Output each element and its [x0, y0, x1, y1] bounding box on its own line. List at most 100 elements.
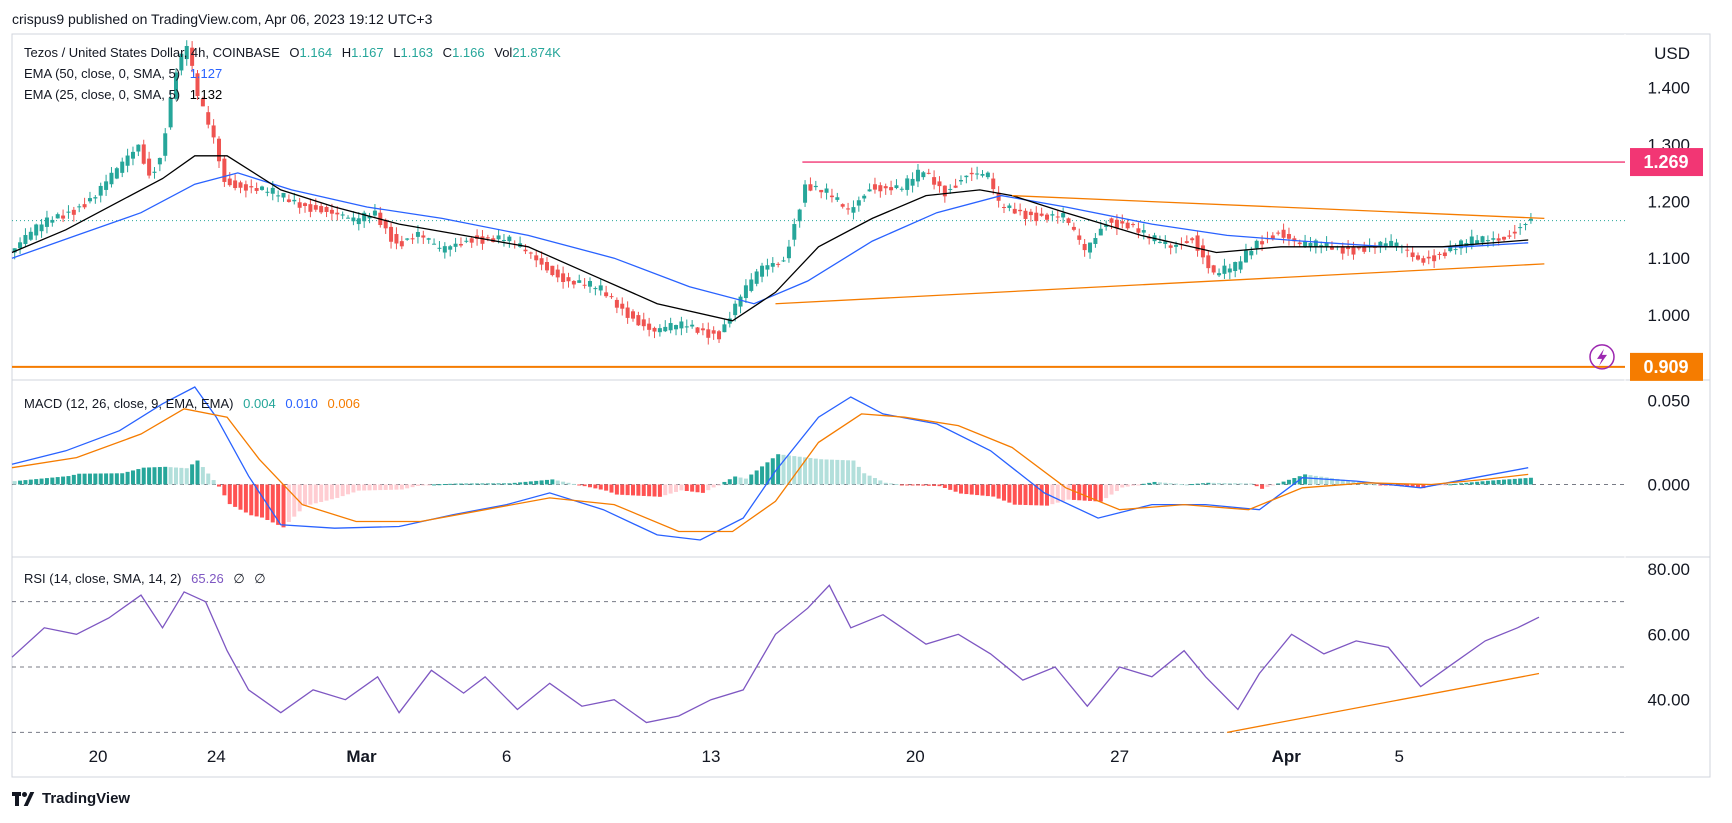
macd-histogram-bar: [104, 473, 109, 485]
macd-histogram-bar: [1469, 482, 1474, 485]
candle-body: [1007, 205, 1012, 208]
time-tick-label: 6: [502, 747, 511, 766]
macd-histogram-bar: [1243, 483, 1248, 485]
macd-histogram-bar: [803, 457, 808, 485]
macd-histogram-bar: [587, 484, 592, 488]
candle-body: [1260, 241, 1265, 245]
macd-histogram-bar: [335, 484, 340, 498]
macd-histogram-bar: [173, 467, 178, 485]
candle-body: [260, 186, 265, 190]
macd-histogram-bar: [1281, 481, 1286, 485]
macd-histogram-bar: [856, 466, 861, 485]
candle-body: [410, 238, 415, 240]
candle-body: [749, 279, 754, 291]
candle-body: [1163, 241, 1168, 244]
macd-histogram-bar: [1136, 484, 1141, 486]
macd-histogram-bar: [432, 484, 437, 486]
macd-histogram-bar: [1448, 484, 1453, 486]
tradingview-logo[interactable]: TradingView: [12, 790, 130, 807]
candle-body: [448, 246, 453, 250]
macd-histogram-bar: [829, 459, 834, 485]
macd-histogram-bar: [641, 484, 646, 496]
macd-histogram-bar: [1260, 484, 1265, 489]
candle-body: [571, 280, 576, 285]
macd-histogram-bar: [1088, 484, 1093, 501]
macd-histogram-bar: [571, 483, 576, 485]
candle-body: [335, 212, 340, 215]
macd-histogram-bar: [329, 484, 334, 500]
candle-body: [1190, 238, 1195, 241]
macd-histogram-bar: [394, 484, 399, 490]
macd-histogram-bar: [1152, 481, 1157, 485]
price-pane[interactable]: [11, 40, 1625, 368]
candle-body: [372, 210, 377, 216]
candle-body: [679, 321, 684, 329]
macd-histogram-bar: [1496, 480, 1501, 485]
candle-body: [367, 216, 372, 219]
candle-body: [1507, 235, 1512, 237]
rsi-pane[interactable]: [11, 584, 1625, 733]
macd-histogram-bar: [1217, 482, 1222, 485]
macd-histogram-bar: [39, 478, 44, 485]
macd-histogram-bar: [1141, 483, 1146, 485]
candle-body: [1415, 255, 1420, 260]
candle-body: [1437, 253, 1442, 255]
macd-histogram-bar: [1190, 484, 1195, 486]
macd-histogram-bar: [636, 484, 641, 496]
macd-histogram-bar: [1335, 478, 1340, 485]
macd-histogram-bar: [351, 484, 356, 493]
macd-pane[interactable]: [11, 386, 1625, 541]
macd-histogram-bar: [765, 462, 770, 485]
candle-body: [152, 171, 157, 173]
candle-body: [781, 260, 786, 262]
candle-body: [819, 189, 824, 193]
candle-body: [340, 214, 345, 216]
macd-histogram-bar: [846, 460, 851, 485]
macd-histogram-bar: [883, 482, 888, 485]
macd-histogram-bar: [518, 482, 523, 485]
macd-histogram-bar: [1480, 481, 1485, 485]
candle-body: [346, 217, 351, 219]
currency-label: USD: [1654, 44, 1690, 63]
macd-histogram-bar: [754, 470, 759, 485]
macd-histogram-bar: [1227, 483, 1232, 485]
macd-histogram-bar: [507, 483, 512, 485]
candle-body: [1238, 261, 1243, 270]
candle-body: [1195, 235, 1200, 251]
macd-histogram-bar: [862, 473, 867, 485]
macd-histogram-bar: [1512, 478, 1517, 485]
candle-body: [915, 169, 920, 182]
candle-body: [1491, 238, 1496, 240]
macd-histogram-bar: [706, 484, 711, 491]
candle-body: [1383, 243, 1388, 247]
candle-body: [587, 281, 592, 287]
candle-body: [674, 325, 679, 330]
macd-histogram-bar: [1383, 484, 1388, 486]
candle-body: [1502, 236, 1507, 240]
candle-body: [1297, 242, 1302, 245]
macd-histogram-bar: [1055, 484, 1060, 503]
macd-histogram-bar: [286, 484, 291, 523]
candle-body: [480, 236, 485, 244]
macd-histogram-bar: [1303, 474, 1308, 485]
candle-body: [1453, 249, 1458, 251]
candle-body: [1356, 246, 1361, 249]
candle-body: [173, 72, 178, 99]
macd-histogram-bar: [55, 477, 60, 485]
macd-histogram-bar: [168, 467, 173, 485]
candle-body: [1523, 224, 1528, 226]
macd-histogram-bar: [964, 484, 969, 495]
macd-histogram-bar: [340, 484, 345, 497]
macd-histogram-bar: [598, 484, 603, 490]
candle-body: [835, 197, 840, 200]
macd-histogram-bar: [1238, 483, 1243, 485]
candle-body: [195, 73, 200, 97]
candle-body: [303, 203, 308, 206]
macd-histogram-bar: [421, 484, 426, 486]
macd-histogram-bar: [1168, 483, 1173, 485]
candle-body: [926, 172, 931, 174]
macd-histogram-bar: [1045, 484, 1050, 506]
candle-body: [469, 238, 474, 243]
candle-body: [1292, 238, 1297, 242]
macd-histogram-bar: [1206, 482, 1211, 485]
